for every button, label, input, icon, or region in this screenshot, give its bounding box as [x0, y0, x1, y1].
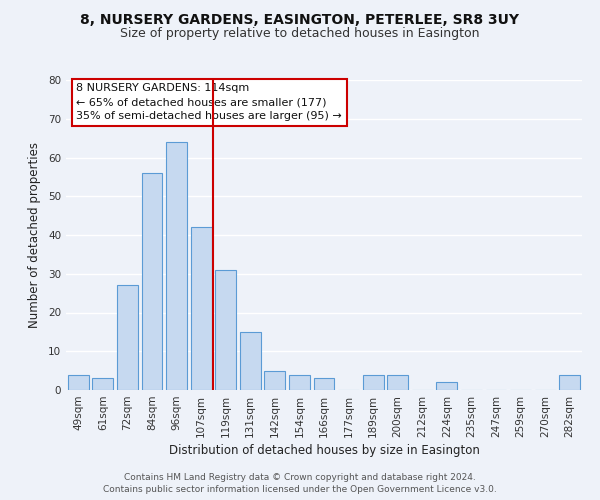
X-axis label: Distribution of detached houses by size in Easington: Distribution of detached houses by size …	[169, 444, 479, 457]
Bar	[387, 374, 408, 390]
Bar	[117, 286, 138, 390]
Bar	[436, 382, 457, 390]
Bar	[215, 270, 236, 390]
Bar	[362, 374, 383, 390]
Text: Size of property relative to detached houses in Easington: Size of property relative to detached ho…	[120, 28, 480, 40]
Y-axis label: Number of detached properties: Number of detached properties	[28, 142, 41, 328]
Bar	[166, 142, 187, 390]
Bar	[314, 378, 334, 390]
Bar	[559, 374, 580, 390]
Bar	[92, 378, 113, 390]
Text: 8 NURSERY GARDENS: 114sqm
← 65% of detached houses are smaller (177)
35% of semi: 8 NURSERY GARDENS: 114sqm ← 65% of detac…	[76, 83, 342, 121]
Bar	[191, 227, 212, 390]
Bar	[142, 173, 163, 390]
Text: Contains HM Land Registry data © Crown copyright and database right 2024.
Contai: Contains HM Land Registry data © Crown c…	[103, 473, 497, 494]
Text: 8, NURSERY GARDENS, EASINGTON, PETERLEE, SR8 3UY: 8, NURSERY GARDENS, EASINGTON, PETERLEE,…	[80, 12, 520, 26]
Bar	[265, 370, 286, 390]
Bar	[68, 374, 89, 390]
Bar	[289, 374, 310, 390]
Bar	[240, 332, 261, 390]
